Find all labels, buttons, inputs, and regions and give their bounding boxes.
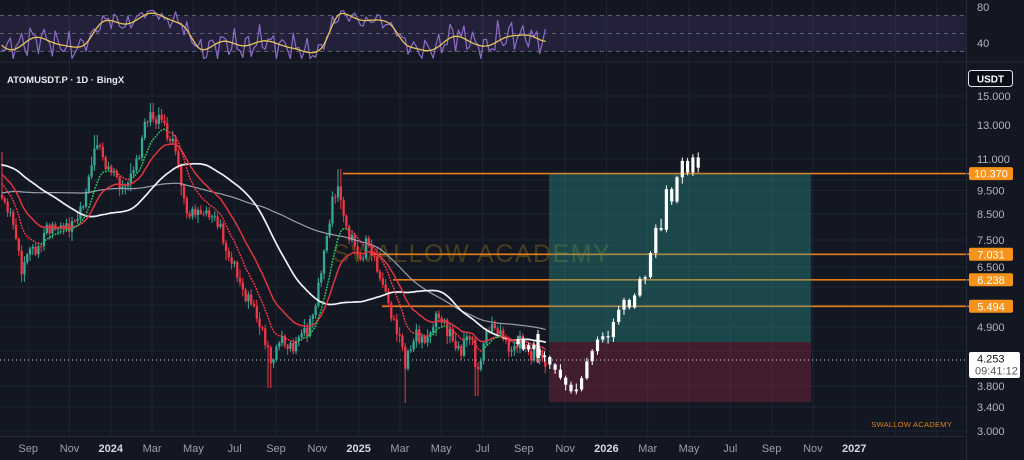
svg-text:80: 80 [977, 2, 989, 14]
svg-text:May: May [183, 443, 204, 455]
svg-text:May: May [431, 443, 452, 455]
svg-text:Nov: Nov [60, 443, 80, 455]
svg-text:4.900: 4.900 [977, 322, 1005, 334]
svg-text:Nov: Nov [803, 443, 823, 455]
svg-text:Sep: Sep [266, 443, 286, 455]
svg-text:11.000: 11.000 [977, 154, 1010, 166]
svg-text:Sep: Sep [18, 443, 38, 455]
svg-text:15.000: 15.000 [977, 91, 1011, 103]
svg-text:7.031: 7.031 [977, 249, 1005, 261]
svg-text:6.500: 6.500 [977, 262, 1005, 274]
svg-text:2026: 2026 [594, 443, 618, 455]
svg-text:13.000: 13.000 [977, 120, 1011, 132]
svg-text:Sep: Sep [514, 443, 534, 455]
svg-text:Jul: Jul [723, 443, 737, 455]
svg-text:2025: 2025 [346, 443, 370, 455]
svg-text:Mar: Mar [638, 443, 657, 455]
svg-text:Jul: Jul [228, 443, 242, 455]
svg-text:9.500: 9.500 [977, 186, 1005, 198]
svg-text:6.238: 6.238 [977, 275, 1005, 287]
svg-text:ATOMUSDT.P · 1D · BingX: ATOMUSDT.P · 1D · BingX [7, 75, 125, 86]
svg-text:May: May [679, 443, 700, 455]
svg-text:4.253: 4.253 [977, 354, 1005, 366]
svg-text:8.500: 8.500 [977, 209, 1005, 221]
svg-text:3.400: 3.400 [977, 402, 1005, 414]
svg-text:10.370: 10.370 [974, 169, 1008, 181]
svg-text:Mar: Mar [390, 443, 409, 455]
svg-text:3.000: 3.000 [977, 426, 1005, 438]
svg-text:USDT: USDT [977, 75, 1004, 86]
svg-text:Nov: Nov [555, 443, 575, 455]
svg-text:2024: 2024 [99, 443, 124, 455]
svg-text:40: 40 [977, 38, 989, 50]
svg-text:SWALLOW ACADEMY: SWALLOW ACADEMY [871, 420, 952, 429]
svg-text:7.500: 7.500 [977, 235, 1005, 247]
svg-text:Sep: Sep [762, 443, 782, 455]
svg-text:Jul: Jul [475, 443, 489, 455]
svg-text:5.494: 5.494 [977, 301, 1005, 313]
svg-text:Mar: Mar [143, 443, 162, 455]
svg-text:Nov: Nov [308, 443, 328, 455]
svg-text:3.800: 3.800 [977, 381, 1005, 393]
svg-text:2027: 2027 [842, 443, 866, 455]
svg-text:09:41:12: 09:41:12 [975, 366, 1018, 378]
